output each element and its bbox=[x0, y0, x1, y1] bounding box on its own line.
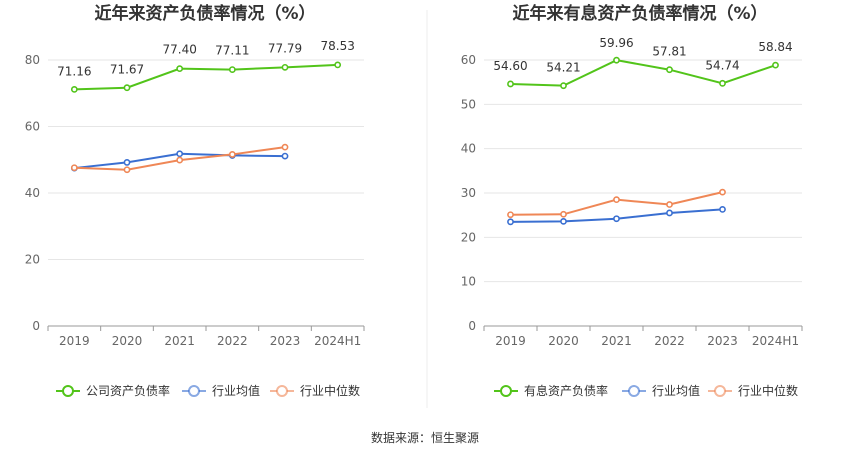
data-point[interactable] bbox=[123, 84, 131, 92]
legend-label: 行业中位数 bbox=[300, 383, 360, 398]
data-point[interactable] bbox=[123, 159, 131, 166]
data-point[interactable] bbox=[560, 210, 567, 218]
y-tick-label: 60 bbox=[461, 53, 476, 67]
legend-marker bbox=[276, 385, 288, 397]
y-tick-label: 40 bbox=[461, 142, 476, 156]
x-tick-label: 2021 bbox=[164, 334, 195, 348]
data-point[interactable] bbox=[334, 61, 342, 69]
legend-label: 行业均值 bbox=[212, 383, 260, 398]
data-label: 77.40 bbox=[162, 43, 196, 57]
x-tick-label: 2019 bbox=[495, 334, 526, 348]
y-tick-label: 50 bbox=[461, 97, 476, 111]
legend-marker bbox=[500, 385, 512, 397]
chart-interest-bearing-liability-ratio: 近年来有息资产负债率情况（%） 0 10 20 30 40 50 60 2019 2020 2021… bbox=[461, 3, 803, 398]
data-point[interactable] bbox=[719, 188, 726, 196]
legend-item[interactable]: 行业中位数 bbox=[270, 383, 360, 398]
data-point[interactable] bbox=[176, 65, 184, 73]
x-tick-label: 2023 bbox=[707, 334, 738, 348]
data-point[interactable] bbox=[613, 56, 620, 64]
data-point[interactable] bbox=[666, 209, 673, 217]
legend-label: 行业中位数 bbox=[738, 383, 798, 398]
data-point[interactable] bbox=[666, 66, 673, 74]
data-point[interactable] bbox=[228, 66, 236, 74]
data-point[interactable] bbox=[507, 80, 514, 88]
legend-marker bbox=[188, 385, 200, 397]
data-label: 58.84 bbox=[758, 40, 792, 54]
legend-item[interactable]: 行业中位数 bbox=[708, 383, 798, 398]
x-tick-label: 2024H1 bbox=[752, 334, 799, 348]
data-label: 78.53 bbox=[320, 39, 354, 53]
data-point[interactable] bbox=[719, 79, 726, 87]
x-tick-label: 2019 bbox=[59, 334, 90, 348]
legend-item[interactable]: 公司资产负债率 bbox=[56, 383, 170, 398]
data-label: 77.79 bbox=[268, 41, 302, 55]
data-label: 71.16 bbox=[57, 64, 91, 78]
legend-item[interactable]: 行业均值 bbox=[182, 383, 260, 398]
data-point[interactable] bbox=[560, 82, 567, 90]
y-tick-label: 0 bbox=[468, 319, 476, 333]
data-source-note: 数据来源：恒生聚源 bbox=[371, 430, 479, 445]
data-label: 54.74 bbox=[705, 58, 739, 72]
chart-title: 近年来有息资产负债率情况（%） bbox=[512, 3, 767, 24]
x-tick-label: 2022 bbox=[654, 334, 685, 348]
data-label: 54.21 bbox=[546, 61, 580, 75]
data-point[interactable] bbox=[613, 215, 620, 223]
data-point[interactable] bbox=[772, 61, 779, 69]
data-point[interactable] bbox=[70, 85, 78, 93]
y-tick-label: 20 bbox=[461, 230, 476, 244]
y-tick-label: 10 bbox=[461, 275, 476, 289]
data-point[interactable] bbox=[560, 217, 567, 225]
data-point[interactable] bbox=[176, 156, 184, 164]
legend-label: 公司资产负债率 bbox=[86, 383, 170, 398]
y-tick-label: 0 bbox=[32, 319, 40, 333]
series-line bbox=[510, 59, 776, 87]
data-point[interactable] bbox=[70, 164, 78, 172]
data-point[interactable] bbox=[228, 151, 236, 158]
legend-item[interactable]: 行业均值 bbox=[622, 383, 700, 398]
legend-marker bbox=[62, 385, 74, 397]
x-tick-label: 2022 bbox=[217, 334, 248, 348]
legend-label: 有息资产负债率 bbox=[524, 383, 608, 398]
data-point[interactable] bbox=[719, 206, 726, 213]
series-line bbox=[74, 63, 338, 91]
data-point[interactable] bbox=[281, 152, 289, 160]
data-point[interactable] bbox=[281, 143, 289, 151]
legend-marker bbox=[714, 385, 726, 397]
chart-title: 近年来资产负债率情况（%） bbox=[94, 3, 315, 24]
data-label: 77.11 bbox=[215, 44, 249, 58]
data-label: 54.60 bbox=[493, 59, 527, 73]
data-point[interactable] bbox=[507, 211, 514, 219]
x-tick-label: 2020 bbox=[548, 334, 579, 348]
data-label: 59.96 bbox=[599, 36, 633, 50]
chart-asset-liability-ratio: 近年来资产负债率情况（%） 0 20 40 60 80 2019 2020 2021 2022 20… bbox=[25, 3, 365, 398]
data-point[interactable] bbox=[613, 196, 620, 204]
data-point[interactable] bbox=[123, 166, 131, 174]
legend-item[interactable]: 有息资产负债率 bbox=[494, 383, 608, 398]
legend-marker bbox=[628, 385, 640, 397]
data-point[interactable] bbox=[507, 218, 514, 226]
x-tick-label: 2024H1 bbox=[314, 334, 361, 348]
y-tick-label: 60 bbox=[25, 120, 40, 134]
x-tick-label: 2023 bbox=[270, 334, 301, 348]
data-label: 71.67 bbox=[110, 63, 144, 77]
y-tick-label: 30 bbox=[461, 186, 476, 200]
data-point[interactable] bbox=[666, 201, 673, 208]
data-point[interactable] bbox=[281, 63, 289, 71]
x-tick-label: 2021 bbox=[601, 334, 632, 348]
data-label: 57.81 bbox=[652, 45, 686, 59]
data-point[interactable] bbox=[176, 150, 184, 158]
x-tick-label: 2020 bbox=[112, 334, 143, 348]
legend-label: 行业均值 bbox=[652, 383, 700, 398]
y-tick-label: 20 bbox=[25, 253, 40, 267]
y-tick-label: 40 bbox=[25, 186, 40, 200]
y-tick-label: 80 bbox=[25, 53, 40, 67]
